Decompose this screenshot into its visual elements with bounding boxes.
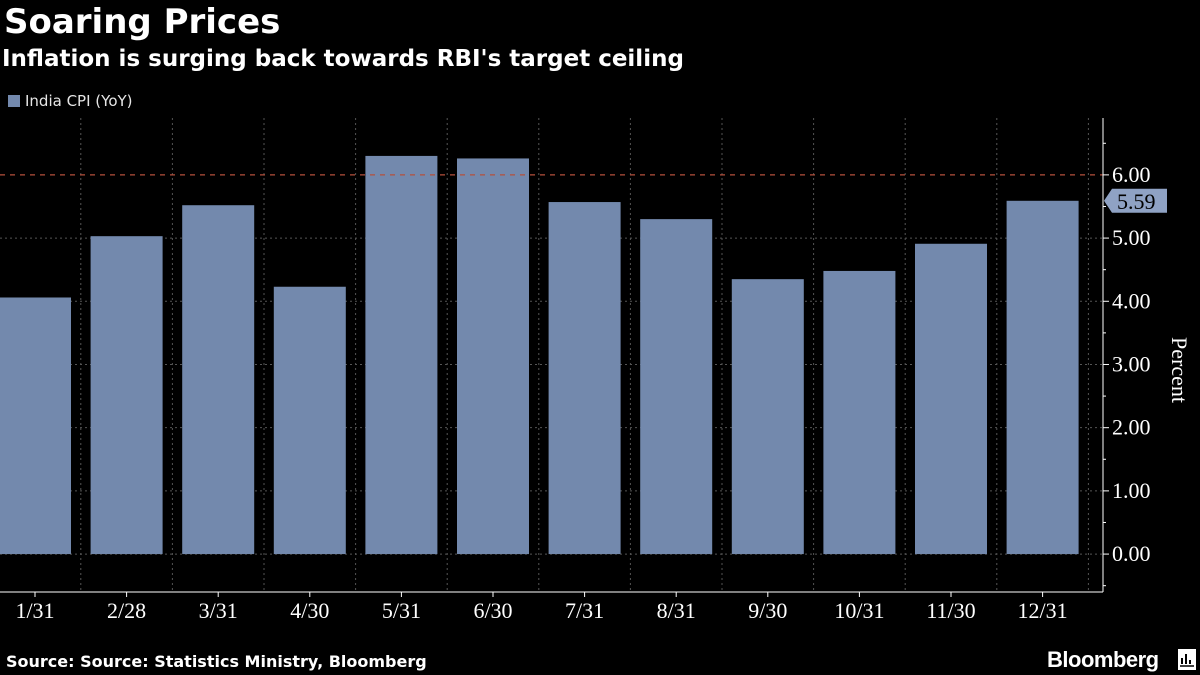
legend-label: India CPI (YoY) bbox=[25, 92, 133, 110]
last-value-label: 5.59 bbox=[1117, 189, 1156, 214]
x-tick-label: 3/31 bbox=[199, 598, 238, 623]
bar-5-31 bbox=[365, 155, 438, 555]
y-tick-label: 5.00 bbox=[1112, 225, 1151, 250]
bar-8-31 bbox=[640, 219, 713, 555]
y-axis-title: Percent bbox=[1167, 337, 1192, 403]
bar-12-31 bbox=[1006, 200, 1079, 555]
y-tick-label: 4.00 bbox=[1112, 288, 1151, 313]
x-tick-label: 1/31 bbox=[15, 598, 54, 623]
bar-4-30 bbox=[273, 286, 346, 555]
x-tick-label: 6/30 bbox=[473, 598, 512, 623]
bar-11-30 bbox=[915, 243, 987, 555]
bar-6-30 bbox=[457, 158, 529, 555]
x-tick-label: 8/31 bbox=[657, 598, 696, 623]
bar-2-28 bbox=[90, 236, 163, 555]
y-tick-label: 6.00 bbox=[1112, 162, 1151, 187]
x-tick-label: 7/31 bbox=[565, 598, 604, 623]
bar-7-31 bbox=[548, 202, 621, 555]
x-tick-label: 10/31 bbox=[834, 598, 884, 623]
bar-9-30 bbox=[731, 279, 804, 555]
y-tick-label: 3.00 bbox=[1112, 351, 1151, 376]
x-tick-label: 12/31 bbox=[1018, 598, 1068, 623]
x-tick-label: 5/31 bbox=[382, 598, 421, 623]
bar-chart: 0.00 1.00 2.00 3.00 4.00 5.00 6.005.59 Percent 1… bbox=[0, 118, 1192, 623]
x-tick-label: 2/28 bbox=[107, 598, 146, 623]
legend-swatch bbox=[8, 95, 20, 107]
legend: India CPI (YoY) bbox=[8, 92, 133, 110]
y-tick-label: 0.00 bbox=[1112, 541, 1151, 566]
bar-10-31 bbox=[823, 270, 896, 555]
chart-title: Soaring Prices bbox=[4, 2, 281, 42]
x-tick-label: 11/30 bbox=[926, 598, 975, 623]
bloomberg-terminal-icon bbox=[1178, 649, 1196, 670]
source-note: Source: Source: Statistics Ministry, Blo… bbox=[6, 652, 427, 671]
x-tick-label: 9/30 bbox=[748, 598, 787, 623]
y-tick-label: 2.00 bbox=[1112, 415, 1151, 440]
y-tick-label: 1.00 bbox=[1112, 478, 1151, 503]
x-tick-label: 4/30 bbox=[290, 598, 329, 623]
chart-subtitle: Inflation is surging back towards RBI's … bbox=[2, 46, 684, 72]
bar-1-31 bbox=[0, 297, 71, 555]
last-value-callout bbox=[1104, 188, 1167, 213]
bar-3-31 bbox=[182, 205, 255, 555]
bloomberg-logo: Bloomberg bbox=[1047, 647, 1159, 672]
